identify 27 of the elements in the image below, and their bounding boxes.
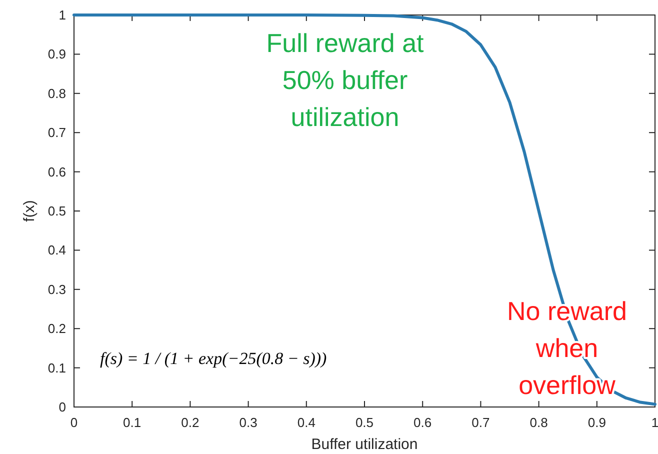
x-tick-label: 1 (651, 415, 658, 430)
y-tick-label: 0.9 (48, 46, 66, 62)
y-tick-label: 0.5 (48, 204, 66, 218)
x-tick-label: 0.2 (181, 415, 200, 430)
y-tick-label: 0 (58, 400, 66, 414)
x-tick-label: 0.1 (123, 415, 142, 430)
y-axis-title: f(x) (21, 200, 38, 222)
x-tick-label: 0.8 (530, 415, 548, 430)
annotation: Full reward at 50% buffer utilization (266, 28, 425, 132)
x-tick-label: 0.4 (297, 415, 316, 430)
line-series (72, 14, 656, 406)
x-tick-label: 0.6 (414, 415, 432, 430)
y-tick-label: 0.1 (48, 360, 66, 376)
x-axis-title: Buffer utilization (311, 436, 418, 453)
x-tick-label: 0 (70, 415, 78, 430)
y-tick-label: 0.3 (48, 282, 66, 297)
x-tick-label: 0.5 (355, 415, 374, 430)
y-tick-label: 0.4 (48, 242, 66, 258)
x-tick-label: 0.9 (588, 415, 606, 430)
y-tick-label: 0.6 (48, 164, 66, 180)
annotation: f(s) = 1 / (1 + exp(−25(0.8 − s))) (100, 349, 328, 368)
y-tick-label: 0.2 (48, 321, 66, 336)
x-tick-label: 0.7 (472, 415, 490, 430)
y-tick-label: 1 (58, 8, 66, 22)
x-tick-label: 0.3 (239, 415, 258, 430)
y-tick-label: 0.8 (48, 86, 66, 101)
y-tick-label: 0.7 (48, 125, 66, 140)
